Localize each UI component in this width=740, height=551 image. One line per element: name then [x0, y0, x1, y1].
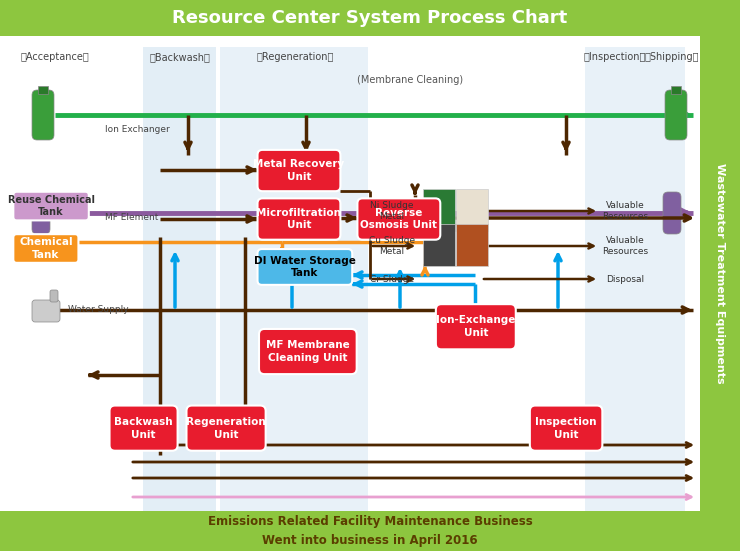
FancyBboxPatch shape	[32, 192, 50, 234]
Text: Inspection
Unit: Inspection Unit	[535, 417, 597, 440]
FancyArrowPatch shape	[347, 215, 355, 221]
FancyBboxPatch shape	[258, 198, 340, 240]
FancyArrowPatch shape	[354, 272, 362, 278]
FancyBboxPatch shape	[530, 406, 602, 451]
FancyArrowPatch shape	[682, 307, 688, 313]
FancyArrowPatch shape	[422, 265, 428, 275]
FancyBboxPatch shape	[436, 304, 516, 349]
FancyArrowPatch shape	[484, 208, 593, 213]
FancyBboxPatch shape	[259, 329, 357, 374]
FancyArrowPatch shape	[555, 255, 561, 307]
FancyBboxPatch shape	[665, 90, 687, 140]
FancyArrowPatch shape	[132, 494, 691, 500]
Text: 〈Shipping〉: 〈Shipping〉	[645, 52, 699, 62]
Text: Ion-Exchange
Unit: Ion-Exchange Unit	[436, 315, 516, 338]
Text: Cr Sludge: Cr Sludge	[370, 274, 414, 284]
Text: Reverse
Osmosis Unit: Reverse Osmosis Unit	[360, 208, 437, 230]
FancyArrowPatch shape	[247, 216, 255, 222]
Text: Disposal: Disposal	[606, 274, 644, 284]
Text: Reuse Chemical
Tank: Reuse Chemical Tank	[7, 195, 95, 218]
FancyArrowPatch shape	[132, 442, 691, 447]
FancyBboxPatch shape	[50, 290, 58, 302]
FancyBboxPatch shape	[663, 192, 681, 234]
FancyArrowPatch shape	[679, 209, 687, 217]
Text: MF Membrane
Cleaning Unit: MF Membrane Cleaning Unit	[266, 340, 350, 363]
Bar	[0, 511, 740, 551]
FancyBboxPatch shape	[32, 90, 54, 140]
Text: Valuable
Resources: Valuable Resources	[602, 236, 648, 256]
Bar	[456, 189, 488, 231]
FancyArrowPatch shape	[484, 244, 593, 249]
FancyBboxPatch shape	[186, 406, 266, 451]
FancyArrowPatch shape	[563, 142, 569, 148]
Text: Valuable
Resources: Valuable Resources	[602, 201, 648, 221]
FancyArrowPatch shape	[373, 208, 412, 213]
Bar	[423, 189, 455, 231]
FancyArrowPatch shape	[279, 248, 285, 258]
Text: 〈Backwash〉: 〈Backwash〉	[149, 52, 210, 62]
Text: Regeneration
Unit: Regeneration Unit	[186, 417, 266, 440]
Bar	[671, 86, 681, 94]
FancyArrowPatch shape	[185, 142, 191, 148]
FancyArrowPatch shape	[303, 142, 309, 148]
Text: Ion Exchanger: Ion Exchanger	[105, 126, 169, 134]
Text: Metal Recovery
Unit: Metal Recovery Unit	[253, 159, 345, 182]
FancyArrowPatch shape	[172, 255, 178, 307]
Bar	[0, 0, 740, 36]
Text: Water Supply: Water Supply	[68, 305, 129, 315]
FancyArrowPatch shape	[412, 185, 418, 193]
Text: Cu Sludge
Metal: Cu Sludge Metal	[369, 236, 415, 256]
Text: Resource Center System Process Chart: Resource Center System Process Chart	[172, 9, 568, 27]
FancyBboxPatch shape	[258, 150, 340, 191]
Bar	[143, 47, 216, 511]
Bar	[700, 36, 740, 511]
FancyArrowPatch shape	[373, 277, 412, 282]
Bar	[585, 47, 685, 511]
FancyArrowPatch shape	[132, 460, 691, 464]
Text: 〈Inspection〉: 〈Inspection〉	[584, 52, 646, 62]
Bar	[220, 47, 368, 511]
FancyBboxPatch shape	[13, 234, 78, 263]
Bar	[456, 224, 488, 266]
FancyBboxPatch shape	[32, 300, 60, 322]
Text: (Membrane Cleaning): (Membrane Cleaning)	[357, 75, 463, 85]
Text: Backwash
Unit: Backwash Unit	[114, 417, 173, 440]
FancyArrowPatch shape	[397, 272, 403, 307]
Text: 〈Acceptance〉: 〈Acceptance〉	[21, 52, 90, 62]
Text: Ni Sludge
Metal: Ni Sludge Metal	[370, 201, 414, 221]
FancyArrowPatch shape	[679, 111, 687, 118]
FancyArrowPatch shape	[354, 281, 362, 287]
Bar	[423, 224, 455, 266]
Text: MF Element: MF Element	[105, 213, 158, 223]
FancyArrowPatch shape	[132, 476, 691, 480]
FancyBboxPatch shape	[258, 249, 352, 285]
Text: Emissions Related Facility Maintenance Business
Went into business in April 2016: Emissions Related Facility Maintenance B…	[208, 515, 532, 547]
FancyArrowPatch shape	[90, 372, 98, 378]
Text: Chemical
Tank: Chemical Tank	[19, 237, 73, 260]
FancyArrowPatch shape	[373, 244, 412, 249]
Text: Wastewater Treatment Equipments: Wastewater Treatment Equipments	[715, 163, 725, 383]
FancyArrowPatch shape	[472, 313, 478, 342]
Text: 〈Regeneration〉: 〈Regeneration〉	[256, 52, 334, 62]
Bar	[38, 86, 48, 94]
Text: Microfiltration
Unit: Microfiltration Unit	[257, 208, 341, 230]
FancyBboxPatch shape	[13, 192, 89, 220]
FancyArrowPatch shape	[289, 255, 295, 307]
FancyBboxPatch shape	[110, 406, 178, 451]
Bar	[345, 68, 470, 93]
FancyBboxPatch shape	[357, 198, 440, 240]
FancyArrowPatch shape	[247, 167, 255, 173]
Text: DI Water Storage
Tank: DI Water Storage Tank	[254, 256, 356, 278]
FancyArrowPatch shape	[443, 215, 690, 221]
FancyArrowPatch shape	[484, 277, 593, 282]
